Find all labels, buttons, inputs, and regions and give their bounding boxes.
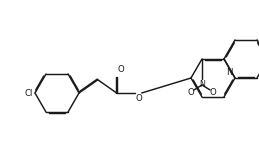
Text: Cl: Cl — [25, 88, 33, 97]
Text: N: N — [199, 80, 205, 89]
Text: O: O — [188, 88, 194, 97]
Text: O: O — [136, 94, 142, 103]
Text: O: O — [118, 65, 124, 74]
Text: N: N — [227, 68, 233, 77]
Text: O: O — [210, 88, 216, 97]
